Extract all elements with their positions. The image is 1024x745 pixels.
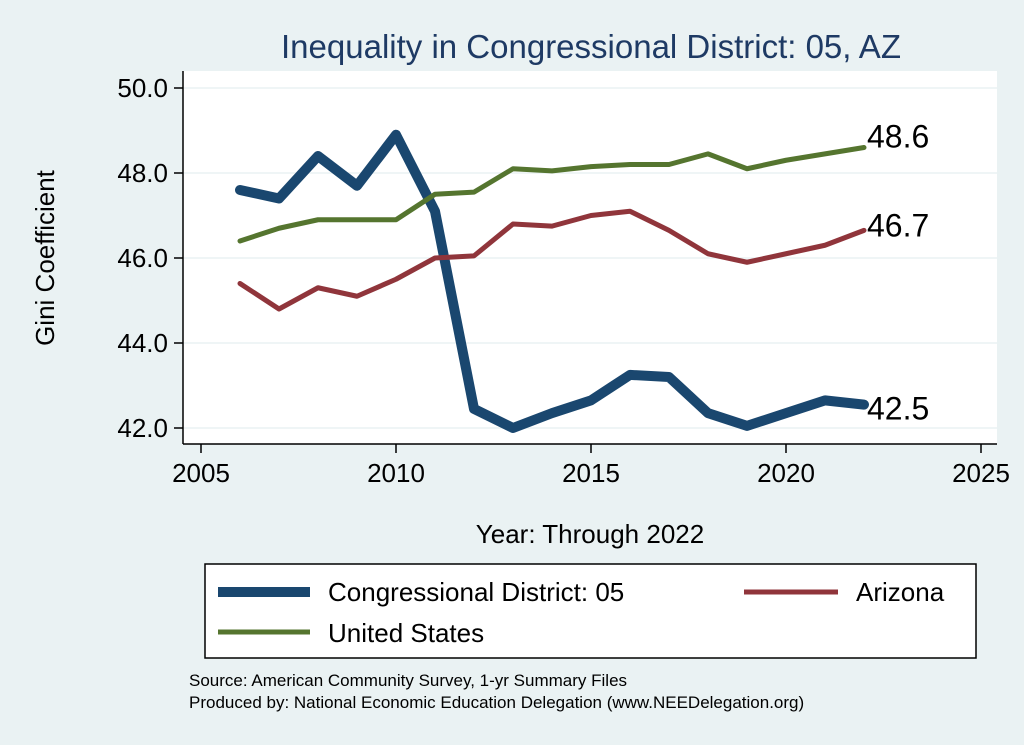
legend: Congressional District: 05 Arizona United … bbox=[218, 577, 945, 648]
x-axis-ticks: 2005 2010 2015 2020 2025 bbox=[172, 444, 1010, 488]
source-note: Source: American Community Survey, 1-yr … bbox=[189, 671, 627, 690]
y-tick-label: 42.0 bbox=[117, 413, 168, 443]
end-label-2: 48.6 bbox=[867, 119, 929, 155]
legend-label-1: Arizona bbox=[856, 577, 945, 607]
end-label-0: 42.5 bbox=[867, 391, 929, 427]
x-axis-title: Year: Through 2022 bbox=[476, 519, 704, 549]
legend-label-0: Congressional District: 05 bbox=[328, 577, 624, 607]
y-tick-label: 50.0 bbox=[117, 73, 168, 103]
x-tick-label: 2010 bbox=[367, 458, 425, 488]
legend-label-2: United States bbox=[328, 618, 484, 648]
y-axis-title: Gini Coefficient bbox=[30, 169, 60, 346]
x-tick-label: 2015 bbox=[562, 458, 620, 488]
end-label-1: 46.7 bbox=[867, 207, 929, 243]
x-tick-label: 2020 bbox=[757, 458, 815, 488]
y-tick-label: 46.0 bbox=[117, 243, 168, 273]
x-tick-label: 2005 bbox=[172, 458, 230, 488]
series-group bbox=[235, 129, 869, 433]
end-labels: 42.5 46.7 48.6 bbox=[867, 119, 929, 427]
chart-title: Inequality in Congressional District: 05… bbox=[281, 28, 901, 65]
gridlines bbox=[183, 87, 997, 429]
y-tick-label: 48.0 bbox=[117, 158, 168, 188]
x-tick-label: 2025 bbox=[952, 458, 1010, 488]
produced-by-note: Produced by: National Economic Education… bbox=[189, 693, 804, 712]
y-tick-label: 44.0 bbox=[117, 328, 168, 358]
series-line-0 bbox=[235, 129, 869, 433]
series-line-2 bbox=[237, 145, 867, 244]
y-axis-ticks: 42.0 44.0 46.0 48.0 50.0 bbox=[117, 73, 183, 443]
series-line-1 bbox=[237, 208, 867, 312]
legend-box bbox=[204, 563, 977, 659]
